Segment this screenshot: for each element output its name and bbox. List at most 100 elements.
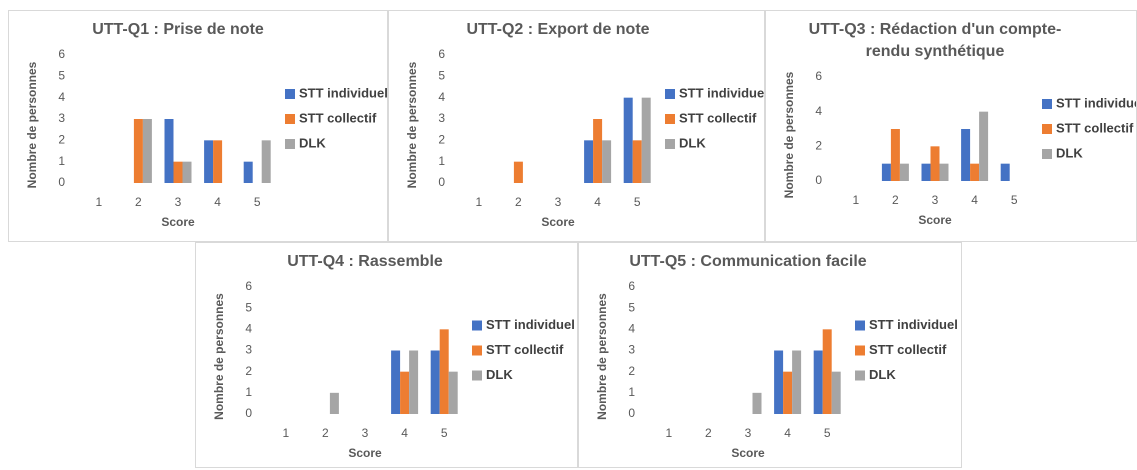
- x-tick-label: 3: [555, 195, 562, 209]
- legend-label: DLK: [869, 367, 896, 382]
- bar: [439, 329, 449, 414]
- legend-swatch: [855, 370, 865, 381]
- y-tick-label: 2: [245, 364, 252, 378]
- legend-swatch: [472, 320, 482, 331]
- y-tick-label: 2: [628, 364, 635, 378]
- bar: [261, 140, 271, 183]
- y-tick-label: 3: [628, 343, 635, 357]
- bar: [623, 97, 633, 183]
- x-tick-label: 1: [665, 426, 672, 440]
- bar: [182, 161, 192, 183]
- bar: [602, 140, 612, 183]
- bar: [243, 161, 253, 183]
- y-tick-label: 6: [815, 69, 822, 83]
- bar: [400, 371, 410, 414]
- chart-title: UTT-Q2 : Export de note: [466, 21, 650, 38]
- legend-swatch: [285, 89, 295, 99]
- legend-label: STT collectif: [1056, 120, 1134, 135]
- bar: [783, 371, 793, 414]
- x-tick-label: 4: [594, 195, 601, 209]
- bar: [133, 119, 143, 183]
- bar: [164, 119, 174, 183]
- x-tick-label: 2: [705, 426, 712, 440]
- x-tick-label: 1: [475, 195, 482, 209]
- x-tick-label: 2: [515, 195, 522, 209]
- x-tick-label: 1: [282, 426, 289, 440]
- legend-label: STT individuel: [869, 317, 958, 332]
- y-tick-label: 0: [245, 406, 252, 420]
- y-tick-label: 0: [815, 173, 822, 187]
- y-tick-label: 5: [438, 69, 445, 83]
- bar: [813, 350, 823, 414]
- y-tick-label: 4: [245, 322, 252, 336]
- chart: 0 1 2 3 4 5 6 Nombre de personnes Score 1 2 3 4 5 STT …: [595, 279, 958, 460]
- chart-title: UTT-Q5 : Communication facile: [629, 253, 867, 270]
- bar: [979, 111, 989, 181]
- legend-swatch: [665, 114, 675, 124]
- bar: [204, 140, 214, 183]
- bar: [641, 97, 651, 183]
- bar: [774, 350, 784, 414]
- legend-label: STT collectif: [299, 110, 377, 125]
- bar: [890, 129, 900, 181]
- x-tick-label: 5: [254, 195, 261, 209]
- legend-swatch: [1042, 124, 1052, 134]
- bar: [173, 161, 183, 183]
- y-tick-label: 2: [815, 139, 822, 153]
- y-tick-label: 0: [438, 175, 445, 189]
- y-tick-label: 4: [438, 90, 445, 104]
- y-tick-label: 6: [245, 279, 252, 293]
- x-tick-label: 5: [441, 426, 448, 440]
- x-axis-title: Score: [918, 213, 952, 227]
- x-tick-label: 3: [362, 426, 369, 440]
- chart-title: UTT-Q1 : Prise de note: [92, 21, 264, 38]
- x-tick-label: 3: [745, 426, 752, 440]
- y-tick-label: 1: [58, 154, 65, 168]
- bar: [752, 392, 762, 414]
- chart-title: UTT-Q3 : Rédaction d'un compte-rendu syn…: [808, 21, 1062, 60]
- chart: 0 1 2 3 4 5 6 Nombre de personnes Score 1 2 3 4 5 STT …: [25, 47, 387, 229]
- chart-panel: 0 1 2 3 4 5 6 Nombre de personnes Score 1 2 3 4 5 STT …: [578, 242, 962, 468]
- y-tick-label: 3: [438, 111, 445, 125]
- legend-label: STT collectif: [869, 342, 947, 357]
- chart-panel: 0 1 2 3 4 5 6 Nombre de personnes Score 1 2 3 4 5 STT …: [195, 242, 578, 468]
- legend-label: STT individuel: [1056, 95, 1136, 110]
- legend-swatch: [285, 114, 295, 124]
- chart-title: UTT-Q4 : Rassemble: [287, 253, 443, 270]
- x-axis-title: Score: [348, 446, 382, 460]
- bar: [921, 163, 931, 181]
- x-tick-label: 4: [214, 195, 221, 209]
- x-tick-label: 3: [175, 195, 182, 209]
- bar: [792, 350, 802, 414]
- bar: [822, 329, 832, 414]
- bar: [881, 163, 891, 181]
- legend-label: DLK: [486, 367, 513, 382]
- legend-label: DLK: [299, 135, 326, 150]
- y-tick-label: 0: [58, 175, 65, 189]
- legend-swatch: [1042, 149, 1052, 159]
- legend-label: DLK: [1056, 145, 1083, 160]
- legend-swatch: [665, 89, 675, 99]
- y-tick-label: 5: [58, 69, 65, 83]
- bar: [329, 392, 339, 414]
- y-axis-title: Nombre de personnes: [595, 293, 609, 420]
- y-tick-label: 4: [628, 322, 635, 336]
- x-tick-label: 3: [932, 193, 939, 207]
- x-tick-label: 4: [971, 193, 978, 207]
- legend-label: STT individuel: [299, 85, 387, 100]
- bar: [430, 350, 440, 414]
- chart-panel: 0 1 2 3 4 5 6 Nombre de personnes Score 1 2 3 4 5 STT …: [8, 10, 388, 242]
- bar: [213, 140, 223, 183]
- legend-label: STT individuel: [486, 317, 575, 332]
- bar: [513, 161, 523, 183]
- x-tick-label: 4: [401, 426, 408, 440]
- chart: 0 2 4 6 Nombre de personnes Score 1 2 3 4 5 STT ind…: [782, 69, 1136, 227]
- y-tick-label: 6: [58, 47, 65, 61]
- x-tick-label: 2: [892, 193, 899, 207]
- y-tick-label: 5: [628, 300, 635, 314]
- chart-panel: 0 2 4 6 Nombre de personnes Score 1 2 3 4 5 STT ind…: [765, 10, 1137, 242]
- chart: 0 1 2 3 4 5 6 Nombre de personnes Score 1 2 3 4 5 STT …: [405, 47, 764, 229]
- bar: [831, 371, 841, 414]
- bar: [939, 163, 949, 181]
